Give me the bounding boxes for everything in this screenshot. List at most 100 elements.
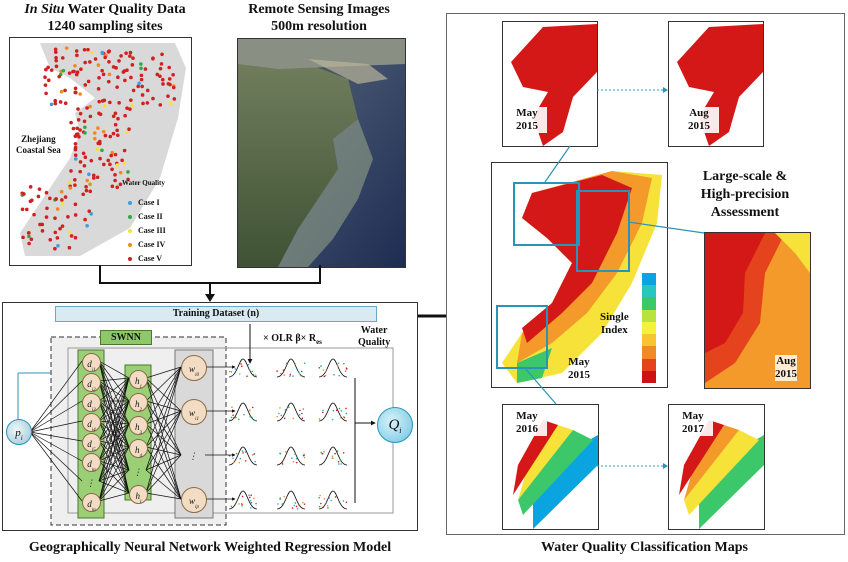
sampling-site-dot — [113, 152, 118, 157]
connection-line — [145, 410, 182, 471]
regression-point — [318, 418, 321, 420]
sampling-site-dot — [69, 169, 73, 173]
sampling-site-dot — [91, 176, 96, 180]
connection-line — [98, 400, 130, 425]
gnnwr-model-panel: Training Dataset (n) SWNN × OLR β× Res W… — [2, 302, 418, 531]
sampling-site-dot — [96, 126, 100, 130]
regression-point — [302, 408, 305, 410]
regression-point — [320, 502, 322, 505]
regression-point — [279, 407, 281, 409]
regression-point — [249, 499, 252, 502]
legend-label: Case III — [138, 226, 166, 235]
regression-curve — [228, 358, 258, 378]
sampling-site-dot — [106, 50, 111, 54]
region-label-line2: Coastal Sea — [16, 145, 61, 155]
regression-point — [241, 365, 243, 368]
legend-label: Case II — [138, 212, 163, 221]
regression-point — [339, 417, 342, 419]
connection-line — [145, 400, 182, 500]
connection-line — [98, 446, 130, 482]
sampling-site-dot — [126, 177, 130, 182]
regression-point — [331, 455, 334, 457]
sampling-site-dot — [73, 145, 78, 150]
sampling-site-dot — [159, 62, 164, 66]
sampling-site-dot — [76, 107, 80, 111]
regression-point — [287, 406, 290, 408]
olr-label-sub: es — [316, 338, 322, 346]
regression-point — [301, 412, 303, 415]
connection-line — [98, 400, 130, 482]
connection-line — [98, 400, 130, 422]
sampling-site-dot — [83, 83, 88, 87]
sampling-site-dot — [83, 131, 87, 135]
sampling-site-dot — [140, 93, 145, 97]
sampling-site-dot — [101, 129, 106, 134]
sampling-site-dot — [110, 167, 114, 172]
sampling-site-dot — [88, 189, 93, 194]
map-bottom-left-month: May — [516, 410, 538, 422]
sampling-site-dot — [66, 215, 70, 219]
legend-marker — [128, 201, 132, 206]
regression-point — [249, 507, 252, 509]
single-index-line1: Single — [600, 311, 629, 323]
sampling-site-dot — [77, 135, 81, 139]
regression-curve — [228, 490, 258, 510]
input-feature-node-sub: i2 — [91, 388, 96, 394]
sampling-site-dot — [113, 178, 117, 183]
connection-line — [145, 366, 182, 471]
large-scale-line2: High-precision — [700, 187, 790, 202]
regression-point — [328, 497, 331, 499]
legend-item: Case I — [128, 198, 160, 207]
connection-line — [98, 377, 130, 502]
regression-point — [338, 407, 341, 410]
regression-point — [337, 362, 340, 365]
region-label-line1: Zhejiang — [21, 134, 56, 144]
connection-line — [98, 400, 130, 448]
connection-line — [145, 423, 182, 500]
sampling-site-dot — [78, 160, 83, 164]
sampling-site-dot — [82, 47, 87, 52]
sampling-site-dot — [108, 134, 113, 139]
colorbar-swatch — [642, 334, 656, 347]
sampling-site-dot — [83, 217, 87, 222]
regression-point — [250, 416, 253, 419]
regression-curve — [318, 446, 348, 466]
legend-item: Case IV — [128, 240, 165, 249]
map-center-year: 2015 — [568, 369, 590, 381]
sampling-site-dot — [78, 128, 82, 132]
colorbar-swatch — [642, 370, 656, 383]
sampling-site-dot — [76, 117, 81, 122]
legend-item: Case V — [128, 254, 162, 263]
sampling-site-dot — [73, 90, 78, 95]
sampling-site-dot — [67, 230, 72, 234]
sampling-site-dot — [54, 197, 58, 201]
sampling-site-dot — [72, 69, 76, 74]
sampling-site-dot — [96, 87, 101, 91]
sampling-site-dot — [73, 86, 78, 91]
regression-point — [334, 452, 336, 455]
regression-point — [321, 452, 324, 455]
sampling-site-dot — [20, 207, 25, 212]
sampling-site-dot — [75, 53, 79, 58]
map-bottom-left-art — [513, 420, 598, 529]
sampling-site-dot — [96, 141, 100, 146]
sampling-site-dot — [145, 101, 150, 105]
regression-point — [335, 409, 338, 412]
sampling-site-dot — [53, 101, 58, 106]
input-feature-node: di5 — [82, 433, 101, 453]
sampling-site-dot — [21, 235, 25, 240]
sampling-site-dot — [61, 68, 66, 73]
regression-point — [336, 365, 339, 367]
sampling-site-dot — [27, 231, 31, 235]
hidden-node-sub: 2 — [139, 408, 143, 414]
input-feature-node-sub: i4 — [91, 428, 96, 434]
sampling-site-dot — [110, 150, 115, 155]
sampling-site-dot — [67, 245, 72, 250]
input-feature-node-sub: i3 — [91, 408, 96, 414]
map-center-month: May — [568, 356, 590, 368]
sampling-site-dot — [73, 141, 78, 146]
connection-line — [145, 377, 182, 412]
sampling-site-dot — [60, 56, 65, 60]
sampling-site-dot — [44, 67, 48, 72]
legend-item: Case II — [128, 212, 163, 221]
